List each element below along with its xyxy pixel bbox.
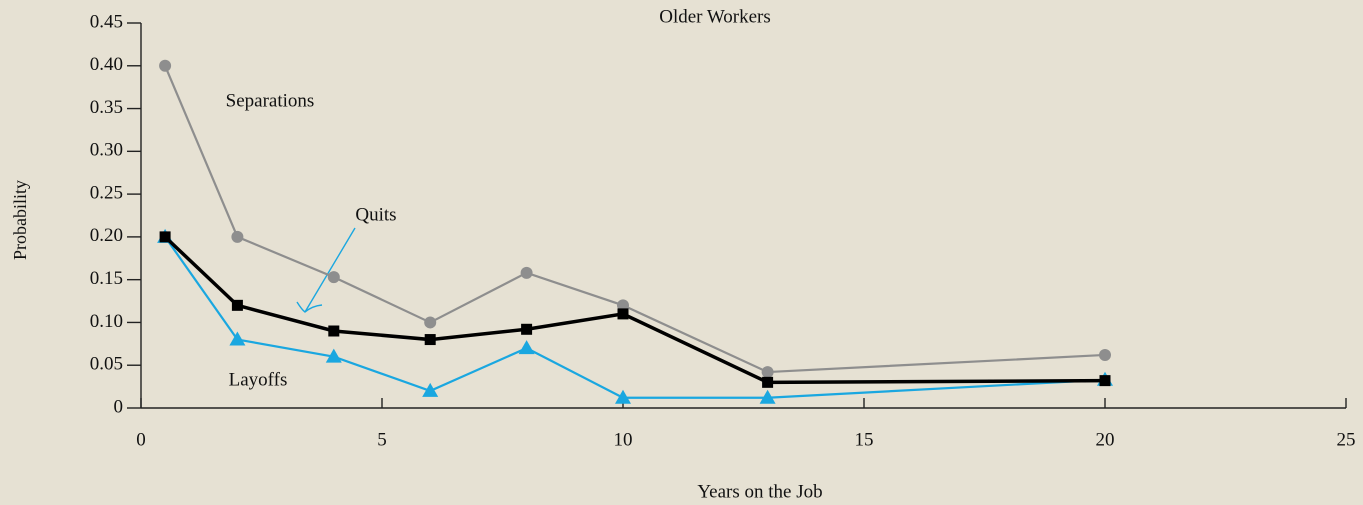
marker — [328, 325, 340, 337]
marker — [615, 389, 631, 404]
marker — [231, 299, 243, 311]
marker — [422, 382, 439, 397]
series-line — [164, 236, 1106, 399]
marker — [231, 230, 244, 243]
marker — [159, 59, 172, 72]
series-label: Layoffs — [229, 369, 288, 390]
x-tick-label: 20 — [1096, 429, 1115, 450]
series-label: Quits — [355, 204, 396, 225]
marker — [617, 299, 629, 312]
x-tick-label: 0 — [136, 429, 146, 450]
marker — [521, 323, 533, 335]
y-axis-label: Probability — [10, 180, 30, 260]
x-axis-label: Years on the Job — [697, 481, 822, 502]
x-tick-label: 5 — [377, 429, 387, 450]
x-tick-label: 15 — [855, 429, 874, 450]
y-tick-label: 0.30 — [90, 140, 123, 161]
marker — [762, 376, 774, 388]
y-tick-label: 0.40 — [90, 54, 123, 75]
marker — [520, 266, 533, 279]
marker — [759, 389, 776, 404]
series-line — [164, 65, 1106, 374]
marker — [327, 271, 340, 284]
y-tick-label: 0.20 — [90, 225, 123, 246]
y-tick-label: 0.35 — [90, 97, 123, 118]
y-tick-label: 0.25 — [90, 182, 123, 203]
marker — [159, 231, 171, 243]
y-tick-label: 0 — [114, 396, 124, 417]
y-tick-label: 0.15 — [90, 268, 123, 289]
marker — [424, 316, 437, 329]
x-tick-label: 10 — [614, 429, 633, 450]
marker — [761, 366, 774, 379]
y-tick-label: 0.45 — [90, 11, 123, 32]
series-line — [163, 235, 1106, 385]
marker — [518, 340, 535, 355]
x-tick-label: 25 — [1337, 429, 1356, 450]
annotation-arrow — [296, 227, 356, 313]
marker — [1099, 375, 1111, 387]
series-label: Separations — [226, 90, 315, 111]
marker — [325, 348, 342, 363]
chart-title: Older Workers — [659, 6, 771, 27]
marker — [229, 331, 246, 346]
y-tick-label: 0.05 — [90, 354, 123, 375]
y-tick-label: 0.10 — [90, 311, 123, 332]
marker — [1099, 348, 1111, 361]
marker — [617, 308, 629, 320]
marker — [424, 334, 436, 346]
